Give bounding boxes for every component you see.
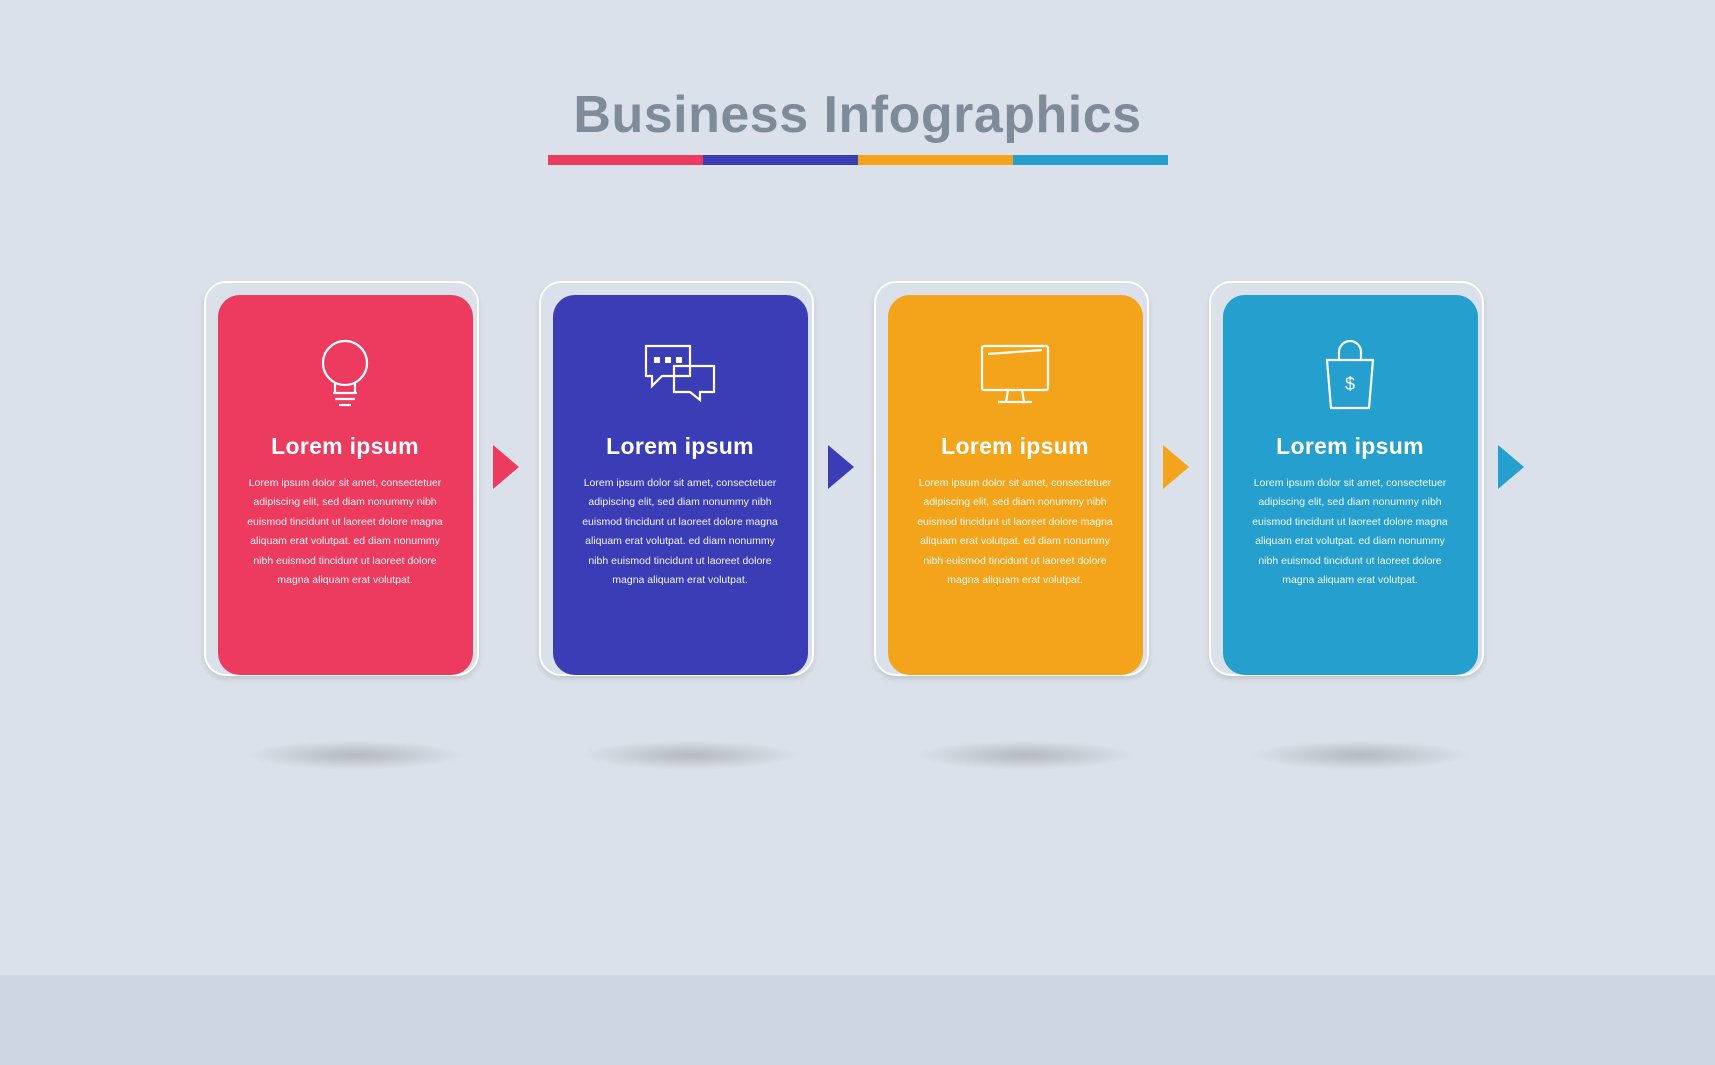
monitor-icon: [976, 325, 1054, 425]
card-body-panel: Lorem ipsum Lorem ipsum dolor sit amet, …: [888, 295, 1143, 675]
title-underline: [0, 155, 1715, 165]
card-shadow: [245, 740, 465, 770]
arrow-right-icon: [1163, 445, 1189, 489]
card-text: Lorem ipsum dolor sit amet, consectetuer…: [912, 474, 1119, 591]
underline-seg-4: [1013, 155, 1168, 165]
card-body-panel: Lorem ipsum Lorem ipsum dolor sit amet, …: [553, 295, 808, 675]
card-heading: Lorem ipsum: [271, 433, 419, 460]
card-shadow: [580, 740, 800, 770]
chat-icon: [640, 325, 720, 425]
arrow-right-icon: [828, 445, 854, 489]
cards-row: Lorem ipsum Lorem ipsum dolor sit amet, …: [0, 295, 1715, 690]
card-4: $ Lorem ipsum Lorem ipsum dolor sit amet…: [1223, 295, 1498, 690]
shopping-bag-icon: $: [1317, 325, 1383, 425]
card-1: Lorem ipsum Lorem ipsum dolor sit amet, …: [218, 295, 493, 690]
card-body-panel: Lorem ipsum Lorem ipsum dolor sit amet, …: [218, 295, 473, 675]
card-body-panel: $ Lorem ipsum Lorem ipsum dolor sit amet…: [1223, 295, 1478, 675]
lightbulb-icon: [313, 325, 377, 425]
card-shadow: [915, 740, 1135, 770]
underline-seg-3: [858, 155, 1013, 165]
card-text: Lorem ipsum dolor sit amet, consectetuer…: [1247, 474, 1454, 591]
underline-seg-2: [703, 155, 858, 165]
svg-text:$: $: [1345, 374, 1355, 394]
card-text: Lorem ipsum dolor sit amet, consectetuer…: [242, 474, 449, 591]
underline-seg-1: [548, 155, 703, 165]
bottom-strip: [0, 975, 1715, 1065]
card-shadow: [1250, 740, 1470, 770]
card-3: Lorem ipsum Lorem ipsum dolor sit amet, …: [888, 295, 1163, 690]
arrow-right-icon: [493, 445, 519, 489]
page-title: Business Infographics: [0, 85, 1715, 145]
card-2: Lorem ipsum Lorem ipsum dolor sit amet, …: [553, 295, 828, 690]
card-heading: Lorem ipsum: [1276, 433, 1424, 460]
card-text: Lorem ipsum dolor sit amet, consectetuer…: [577, 474, 784, 591]
card-heading: Lorem ipsum: [941, 433, 1089, 460]
arrow-right-icon: [1498, 445, 1524, 489]
card-heading: Lorem ipsum: [606, 433, 754, 460]
